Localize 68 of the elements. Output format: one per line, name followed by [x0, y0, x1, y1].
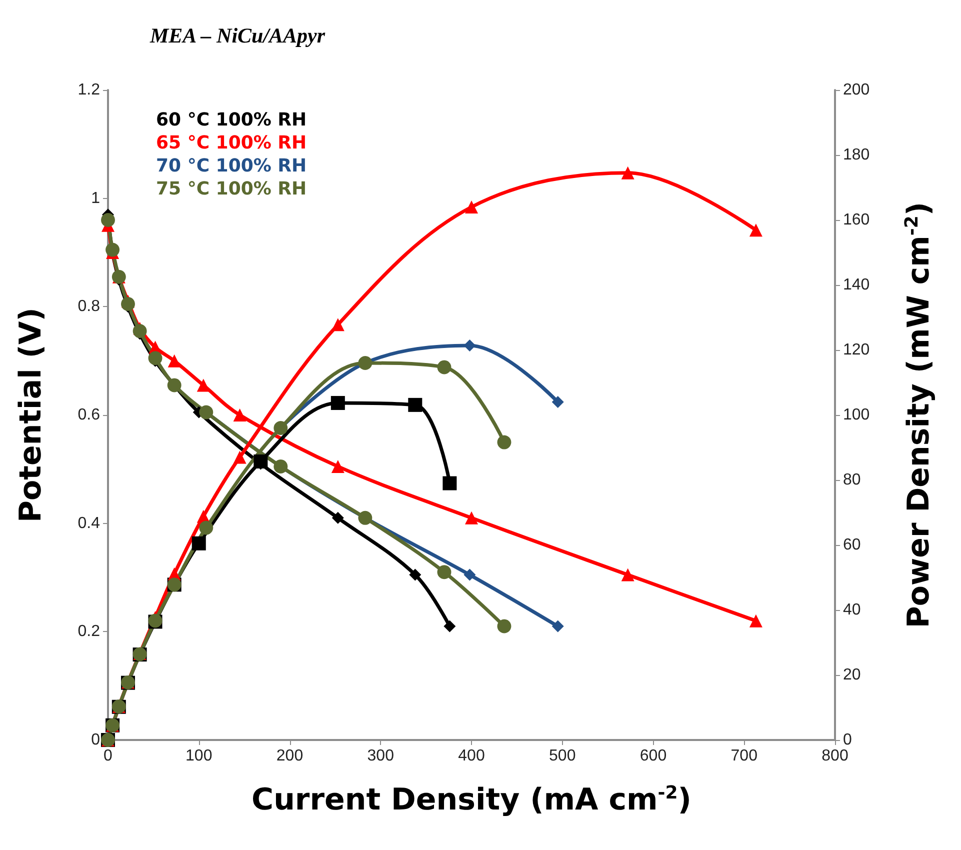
y2-tick-label: 160	[843, 212, 870, 228]
point	[437, 565, 452, 580]
text: 60 °C 100% RH	[156, 110, 307, 130]
point	[621, 568, 634, 582]
text: 75 °C 100% RH	[156, 178, 307, 200]
y-tick-label: 0.4	[78, 514, 100, 532]
y2-tick-label: 140	[843, 276, 870, 294]
x-tick-label: 800	[822, 748, 848, 764]
point	[101, 213, 115, 227]
y2-tick-label: 120	[843, 342, 870, 358]
point	[192, 536, 206, 550]
point	[332, 512, 344, 524]
x-tick-label: 0	[104, 748, 113, 764]
point	[464, 339, 476, 352]
x-tick-label: 700	[730, 748, 758, 764]
y-axis-title: Potential (V)	[14, 308, 48, 522]
point	[552, 396, 564, 408]
point	[132, 324, 147, 338]
point	[552, 620, 564, 632]
y-tick-label: 0.8	[78, 298, 100, 316]
y2-tick-label: 80	[843, 472, 861, 488]
text: 65 °C 100% RH	[156, 132, 307, 154]
y-tick-label: 1.2	[78, 82, 100, 98]
point	[331, 318, 344, 332]
chart-title: MEA – NiCu/AApyr	[149, 24, 326, 48]
x-tick-label: 100	[186, 748, 212, 764]
y2-tick-label: 100	[843, 406, 870, 424]
point	[233, 408, 246, 422]
y-tick-label: 1	[91, 190, 100, 207]
x-tick-label: 500	[549, 748, 576, 764]
point	[409, 568, 422, 581]
point	[497, 435, 512, 450]
y2-tick-label: 200	[843, 82, 870, 98]
y2-tick-label: 0	[843, 732, 852, 748]
point	[330, 396, 345, 410]
point	[121, 296, 135, 311]
point	[196, 378, 210, 392]
x-tick-label: 300	[367, 748, 394, 764]
point	[465, 511, 478, 524]
y-tick-label: 0.2	[78, 623, 100, 640]
x-tick-label: 200	[276, 748, 304, 764]
x-tick-label: 400	[458, 748, 485, 764]
point	[408, 398, 422, 412]
y-tick-label: 0.6	[78, 406, 100, 424]
point	[437, 360, 452, 374]
point	[199, 520, 214, 535]
point	[497, 619, 512, 634]
point	[148, 351, 162, 366]
point	[444, 620, 456, 632]
point	[465, 200, 478, 214]
point	[749, 224, 762, 237]
y2-tick-label: 40	[843, 602, 861, 618]
point	[442, 476, 457, 490]
x-tick-label: 600	[640, 748, 667, 764]
text: 70 °C 100% RH	[156, 156, 307, 176]
point	[106, 242, 120, 257]
point	[749, 614, 762, 628]
point	[464, 568, 476, 581]
y2-tick-label: 180	[843, 146, 870, 164]
y-tick-label: 0	[91, 732, 100, 748]
y2-axis-title: Power Density (mW cm-2)	[902, 202, 936, 628]
point	[621, 166, 634, 180]
point	[168, 354, 181, 368]
y2-tick-label: 20	[843, 666, 861, 684]
point	[233, 450, 246, 464]
point	[254, 454, 268, 468]
point	[331, 460, 344, 473]
y2-tick-label: 60	[843, 536, 861, 554]
